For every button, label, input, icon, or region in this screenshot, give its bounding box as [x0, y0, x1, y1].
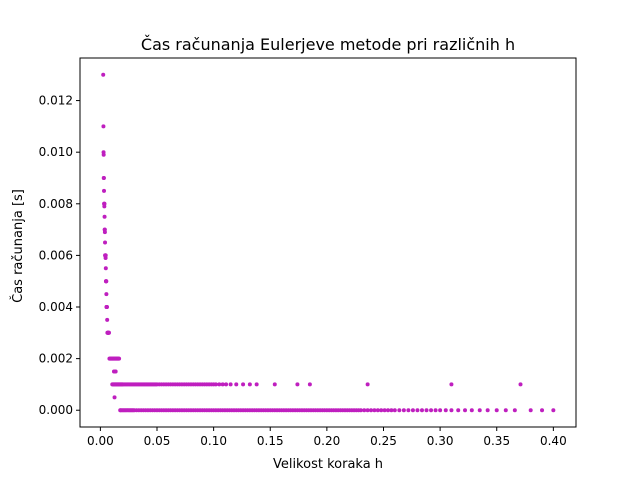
data-point — [101, 152, 106, 157]
data-point — [247, 382, 252, 387]
data-points — [101, 72, 556, 413]
data-point — [386, 408, 391, 413]
data-point — [469, 408, 474, 413]
data-point — [220, 382, 225, 387]
y-tick-label: 0.000 — [39, 403, 73, 417]
data-point — [410, 408, 415, 413]
data-point — [540, 408, 545, 413]
data-point — [463, 408, 468, 413]
data-point — [419, 408, 424, 413]
data-point — [397, 408, 402, 413]
data-point — [518, 382, 523, 387]
data-point — [358, 408, 363, 413]
y-tick-label: 0.010 — [39, 145, 73, 159]
data-point — [429, 408, 434, 413]
data-point — [415, 408, 420, 413]
y-axis-label: Čas računanja [s] — [10, 189, 26, 303]
data-point — [105, 317, 110, 322]
x-tick-label: 0.40 — [540, 434, 567, 448]
data-point — [102, 214, 107, 219]
data-point — [307, 382, 312, 387]
x-tick-label: 0.25 — [370, 434, 397, 448]
data-point — [449, 382, 454, 387]
data-point — [372, 408, 377, 413]
data-point — [272, 382, 277, 387]
x-tick-label: 0.05 — [144, 434, 171, 448]
data-point — [104, 292, 109, 297]
data-point — [456, 408, 461, 413]
data-point — [528, 408, 533, 413]
data-point — [379, 408, 384, 413]
data-point — [494, 408, 499, 413]
chart-title: Čas računanja Eulerjeve metode pri razli… — [141, 35, 515, 54]
data-point — [224, 382, 229, 387]
data-point — [103, 266, 108, 271]
data-point — [101, 72, 106, 77]
data-point — [424, 408, 429, 413]
x-tick-label: 0.15 — [257, 434, 284, 448]
data-point — [234, 382, 239, 387]
y-tick-label: 0.012 — [39, 94, 73, 108]
data-point — [102, 230, 107, 235]
data-point — [295, 382, 300, 387]
data-point — [392, 408, 397, 413]
data-point — [112, 395, 117, 400]
data-point — [241, 382, 246, 387]
data-point — [101, 124, 106, 129]
data-point — [369, 408, 374, 413]
data-point — [433, 408, 438, 413]
data-point — [443, 408, 448, 413]
data-point — [477, 408, 482, 413]
data-point — [103, 240, 108, 245]
data-point — [401, 408, 406, 413]
data-point — [438, 408, 443, 413]
data-point — [362, 408, 367, 413]
data-point — [103, 253, 108, 258]
data-point — [228, 382, 233, 387]
x-tick-label: 0.00 — [87, 434, 114, 448]
data-point — [102, 201, 107, 206]
data-point — [254, 382, 259, 387]
data-point — [217, 382, 222, 387]
axis-ticks: 0.00 0.05 0.10 0.15 0.20 0.25 0.30 0.35 0.40 0.00… — [39, 94, 567, 448]
plot-area-frame — [79, 57, 577, 428]
x-tick-label: 0.10 — [200, 434, 227, 448]
data-point — [389, 408, 394, 413]
data-point — [117, 356, 122, 361]
x-tick-label: 0.20 — [314, 434, 341, 448]
y-tick-label: 0.004 — [39, 300, 73, 314]
y-tick-label: 0.006 — [39, 248, 73, 262]
x-tick-label: 0.35 — [483, 434, 510, 448]
y-tick-label: 0.008 — [39, 197, 73, 211]
data-point — [365, 382, 370, 387]
data-point — [485, 408, 490, 413]
data-point — [449, 408, 454, 413]
data-point — [106, 330, 111, 335]
data-point — [104, 279, 109, 284]
data-point — [382, 408, 387, 413]
y-tick-label: 0.002 — [39, 352, 73, 366]
data-point — [102, 188, 107, 193]
data-point — [113, 369, 118, 374]
data-point — [101, 175, 106, 180]
data-point — [503, 408, 508, 413]
data-point — [375, 408, 380, 413]
x-tick-label: 0.30 — [427, 434, 454, 448]
data-point — [512, 408, 517, 413]
data-point — [406, 408, 411, 413]
data-point — [551, 408, 556, 413]
data-point — [104, 305, 109, 310]
data-point — [365, 408, 370, 413]
data-point — [213, 382, 218, 387]
x-axis-label: Velikost koraka h — [273, 457, 383, 472]
